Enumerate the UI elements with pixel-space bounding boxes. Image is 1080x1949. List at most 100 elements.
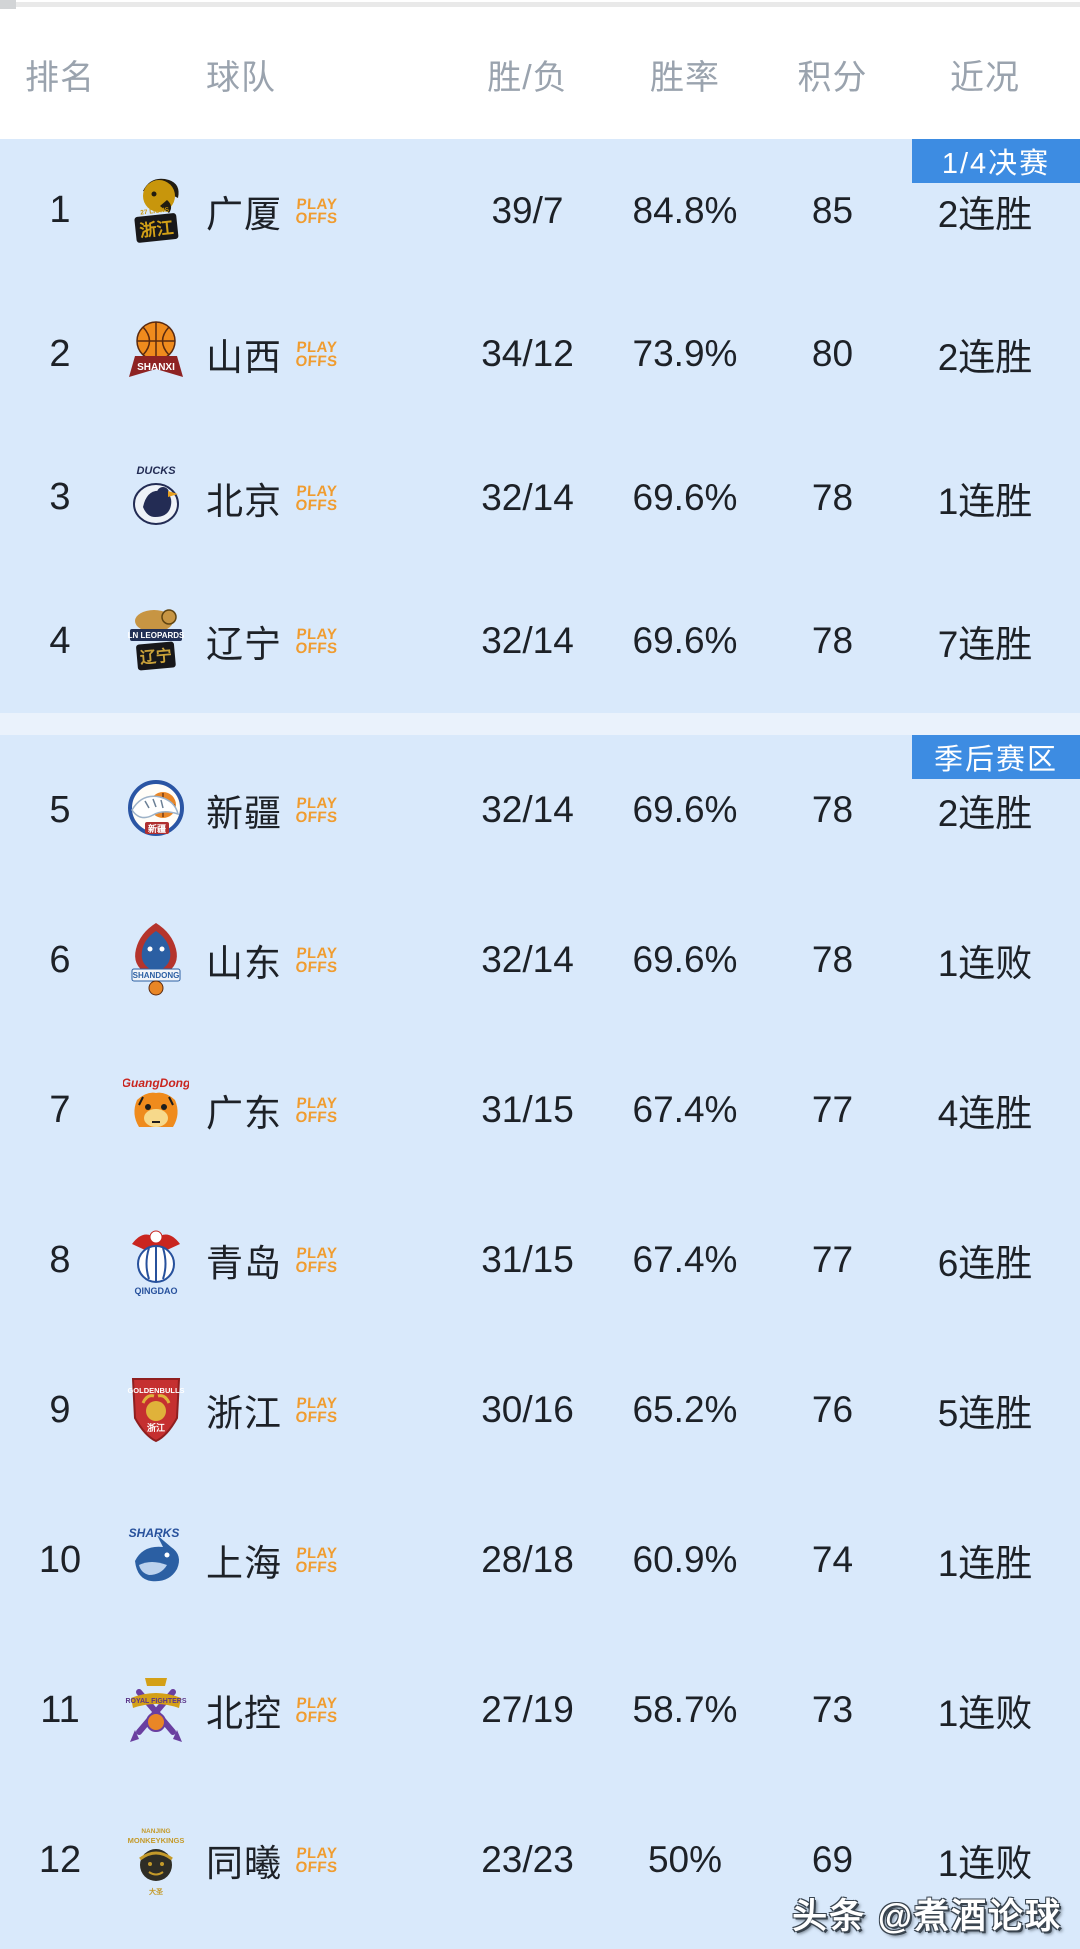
record-cell: 32/14 xyxy=(481,620,574,662)
team-name: 北京 xyxy=(206,480,282,522)
team-cell: 北京 PLAY OFFS xyxy=(192,471,460,525)
shanghai-sharks-logo: SHARKS xyxy=(123,1520,189,1600)
header-rank: 排名 xyxy=(25,59,95,97)
win-rate-cell: 84.8% xyxy=(632,189,738,231)
playoffs-line2: OFFS xyxy=(294,809,339,826)
rank-cell: 5 xyxy=(49,788,71,831)
form-cell: 4连胜 xyxy=(937,1093,1033,1134)
win-rate-cell: 50% xyxy=(647,1839,723,1880)
team-cell: 同曦 PLAY OFFS xyxy=(192,1833,460,1887)
header-team: 球队 xyxy=(206,59,276,97)
points-cell: 77 xyxy=(811,1089,854,1130)
team-name: 广厦 xyxy=(206,193,282,235)
form-cell: 2连胜 xyxy=(937,793,1033,834)
svg-text:NANJING: NANJING xyxy=(141,1828,170,1835)
playoffs-line2: OFFS xyxy=(294,1859,339,1876)
record-cell: 23/23 xyxy=(481,1839,574,1880)
playoffs-badge: PLAY OFFS xyxy=(295,945,339,976)
playoffs-line2: OFFS xyxy=(294,496,339,514)
win-rate-cell: 69.6% xyxy=(632,939,738,980)
points-cell: 80 xyxy=(811,333,854,375)
standings-row[interactable]: 5 新疆 新疆 PLAY OFFS 32/14 69.6% 78 2连胜 xyxy=(0,735,1080,885)
svg-text:浙江: 浙江 xyxy=(139,217,175,240)
team-name: 辽宁 xyxy=(206,624,282,666)
team-name: 北控 xyxy=(206,1693,282,1734)
standings-row[interactable]: 6 SHANDONG 山东 PLAY OFFS 32/14 69.6% 78 1… xyxy=(0,885,1080,1035)
form-cell: 1连胜 xyxy=(937,480,1033,522)
playoffs-badge: PLAY OFFS xyxy=(295,626,339,657)
standings-row[interactable]: 4 LN LEOPARDS 辽宁 辽宁 PLAY OFFS 32/14 69.6%… xyxy=(0,570,1080,714)
record-cell: 34/12 xyxy=(481,333,574,375)
standings-row[interactable]: 9 GOLDENBULLS 浙江 浙江 PLAY OFFS 30/16 65.2%… xyxy=(0,1335,1080,1485)
playoffs-badge: PLAY OFFS xyxy=(294,1095,339,1126)
points-cell: 78 xyxy=(811,789,854,830)
win-rate-cell: 69.6% xyxy=(632,620,738,662)
playoffs-line2: OFFS xyxy=(294,209,339,227)
rank-cell: 2 xyxy=(49,332,71,375)
playoffs-badge: PLAY OFFS xyxy=(294,1395,339,1426)
team-name: 广东 xyxy=(206,1093,282,1134)
team-cell: 新疆 PLAY OFFS xyxy=(192,783,460,837)
qingdao-eagles-logo: QINGDAO xyxy=(123,1220,189,1300)
form-cell: 2连胜 xyxy=(937,337,1033,379)
team-name: 上海 xyxy=(206,1543,282,1584)
record-cell: 32/14 xyxy=(481,939,574,980)
svg-text:SHANDONG: SHANDONG xyxy=(133,971,180,980)
record-cell: 31/15 xyxy=(481,1239,574,1280)
standings-row[interactable]: 1 27 LIONS 浙江 广厦 PLAY OFFS 39/7 84.8% 85 … xyxy=(0,139,1080,283)
nanjing-monkeykings-logo: NANJING MONKEYKINGS 大圣 xyxy=(123,1820,189,1900)
standings-row[interactable]: 7 GuangDong 广东 PLAY OFFS 31/15 67.4% 77 … xyxy=(0,1035,1080,1185)
playoffs-badge: PLAY OFFS xyxy=(294,795,339,826)
playoffs-line2: OFFS xyxy=(294,1409,339,1426)
team-cell: 山东 PLAY OFFS xyxy=(192,933,460,987)
points-cell: 76 xyxy=(811,1389,854,1430)
rank-cell: 10 xyxy=(38,1538,82,1581)
win-rate-cell: 73.9% xyxy=(632,333,738,375)
rank-cell: 8 xyxy=(49,1238,71,1281)
beijing-royalfighters-logo: ROYAL FIGHTERS xyxy=(123,1670,189,1750)
win-rate-cell: 67.4% xyxy=(632,1239,738,1280)
win-rate-cell: 58.7% xyxy=(632,1689,738,1730)
header-record: 胜/负 xyxy=(487,59,568,97)
svg-text:MONKEYKINGS: MONKEYKINGS xyxy=(128,1836,185,1845)
section-quarterfinals: 1/4决赛 1 27 LIONS 浙江 广厦 PLAY OFFS 39/7 84.… xyxy=(0,139,1080,713)
standings-row[interactable]: 2 SHANXI 山西 PLAY OFFS 34/12 73.9% 80 2连胜 xyxy=(0,283,1080,427)
section-playoff-zone: 季后赛区 5 新疆 新疆 PLAY OFFS 32/14 69.6% 78 2连… xyxy=(0,735,1080,1949)
standings-row[interactable]: 3 DUCKS 北京 PLAY OFFS 32/14 69.6% 78 1连胜 xyxy=(0,426,1080,570)
form-cell: 1连败 xyxy=(937,1843,1033,1884)
team-cell: 浙江 PLAY OFFS xyxy=(192,1383,460,1437)
svg-text:GuangDong: GuangDong xyxy=(123,1076,189,1090)
svg-text:大圣: 大圣 xyxy=(149,1887,164,1896)
record-cell: 27/19 xyxy=(481,1689,574,1730)
shanxi-loongs-logo: SHANXI xyxy=(123,314,189,394)
top-left-notch xyxy=(0,0,16,9)
rank-cell: 7 xyxy=(49,1088,71,1131)
playoffs-line2: OFFS xyxy=(294,1109,339,1126)
shandong-heroes-logo: SHANDONG xyxy=(123,920,189,1000)
playoffs-badge: PLAY OFFS xyxy=(294,483,339,514)
team-cell: 广东 PLAY OFFS xyxy=(192,1083,460,1137)
standings-row[interactable]: 10 SHARKS 上海 PLAY OFFS 28/18 60.9% 74 1连… xyxy=(0,1485,1080,1635)
points-cell: 73 xyxy=(811,1689,854,1730)
svg-text:GOLDENBULLS: GOLDENBULLS xyxy=(127,1386,184,1395)
svg-text:LN LEOPARDS: LN LEOPARDS xyxy=(128,631,185,640)
zhejiang-lions-logo: 27 LIONS 浙江 xyxy=(123,171,189,251)
team-cell: 青岛 PLAY OFFS xyxy=(192,1233,460,1287)
standings-row[interactable]: 8 QINGDAO 青岛 PLAY OFFS 31/15 67.4% 77 6连… xyxy=(0,1185,1080,1335)
team-name: 青岛 xyxy=(206,1243,282,1284)
rank-cell: 1 xyxy=(49,189,71,232)
svg-text:DUCKS: DUCKS xyxy=(136,465,176,477)
standings-row[interactable]: 12 NANJING MONKEYKINGS 大圣 同曦 PLAY OFFS 23/… xyxy=(0,1785,1080,1935)
svg-text:SHANXI: SHANXI xyxy=(137,362,175,373)
playoffs-badge: PLAY OFFS xyxy=(294,339,339,371)
record-cell: 39/7 xyxy=(491,189,564,231)
form-cell: 1连胜 xyxy=(937,1543,1033,1584)
playoffs-line2: OFFS xyxy=(294,353,339,371)
team-name: 浙江 xyxy=(206,1393,282,1434)
playoffs-line2: OFFS xyxy=(294,1709,339,1726)
rank-cell: 3 xyxy=(49,476,71,519)
standings-row[interactable]: 11 ROYAL FIGHTERS 北控 PLAY OFFS 27/19 58.… xyxy=(0,1635,1080,1785)
team-name: 新疆 xyxy=(206,793,282,834)
points-cell: 85 xyxy=(811,189,854,231)
rank-cell: 6 xyxy=(49,938,71,981)
